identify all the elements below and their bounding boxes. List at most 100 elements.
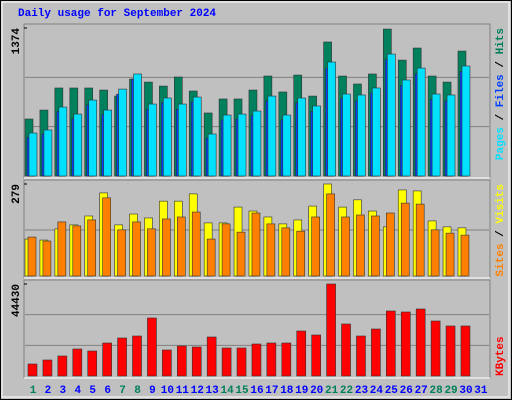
bar [430,229,440,277]
bar [400,202,410,277]
bar [221,347,232,377]
bar [311,334,321,377]
bar [191,211,201,277]
bar [281,342,292,377]
legend-separator: / [495,54,507,74]
bar [191,346,202,377]
bar [27,363,38,377]
x-tick-label: 11 [176,385,190,397]
bar [192,96,202,177]
x-tick-label: 27 [415,385,428,397]
bar [133,73,142,177]
bar [72,225,82,277]
bar [163,97,172,177]
bar [371,328,381,377]
bar [387,53,396,177]
bar [401,79,411,177]
x-tick-label: 16 [250,385,263,397]
legend-separator: / [495,107,507,127]
legend-separator: / [495,224,507,244]
x-tick-label: 18 [280,385,294,397]
bar [206,238,216,277]
x-tick-label: 15 [235,385,249,397]
x-tick-label: 21 [325,385,339,397]
bar [296,230,306,277]
bar [445,325,456,377]
bar [416,67,426,177]
legend-entry: Files [495,74,507,107]
x-tick-label: 26 [400,385,413,397]
bar [88,99,98,177]
bar [236,347,247,377]
bar [460,234,470,277]
legend: Sites / Visits [495,184,507,276]
bar [371,215,380,277]
bar [461,65,471,177]
bar [118,88,127,177]
bar [237,113,247,177]
bar [266,223,276,277]
y-tick-label: 1374 [11,28,23,55]
bar [415,308,426,377]
bar [221,223,231,277]
bar [147,317,157,377]
bar [117,229,126,277]
chart-title: Daily usage for September 2024 [18,8,216,20]
bar [27,236,37,277]
bar [446,94,456,177]
x-tick-label: 6 [104,385,111,397]
x-tick-label: 12 [191,385,204,397]
x-tick-label: 7 [119,385,126,397]
bar [28,132,38,177]
x-tick-label: 24 [370,385,384,397]
bar [445,232,455,277]
bar [147,228,156,277]
bar [236,231,246,277]
x-tick-label: 4 [74,385,81,397]
bar [162,349,172,377]
x-tick-label: 23 [355,385,369,397]
y-tick-label: 279 [11,184,23,204]
x-tick-label: 30 [459,385,472,397]
x-tick-label: 22 [340,385,353,397]
legend-entry: KBytes [495,336,507,376]
bar [356,214,365,277]
legend-entry: Hits [495,28,507,54]
bar [312,105,321,177]
bar [177,216,186,277]
x-tick-label: 19 [295,385,308,397]
bar [162,218,171,277]
legend-entry: Pages [495,127,507,160]
bar [430,320,441,377]
bar [132,335,142,377]
bar [251,212,261,277]
bar [222,114,232,177]
bar [296,330,307,377]
bar [42,359,53,377]
x-tick-label: 5 [89,385,96,397]
bar [87,350,98,377]
bar [341,216,350,277]
bar [251,343,262,377]
bar [58,106,68,177]
bar [102,197,111,277]
bar [281,227,291,277]
x-tick-label: 9 [149,385,156,397]
legend-entry: Visits [495,184,507,224]
bar [342,93,351,177]
x-tick-label: 8 [134,385,141,397]
bar [341,323,351,377]
bar [266,342,277,377]
bar [431,93,441,177]
x-tick-label: 14 [220,385,234,397]
x-tick-label: 2 [45,385,52,397]
bar [178,103,187,177]
bar [282,114,292,177]
bar [386,212,395,277]
bar [148,103,157,177]
bar [356,335,366,377]
bar [386,310,396,377]
bar [326,283,336,377]
